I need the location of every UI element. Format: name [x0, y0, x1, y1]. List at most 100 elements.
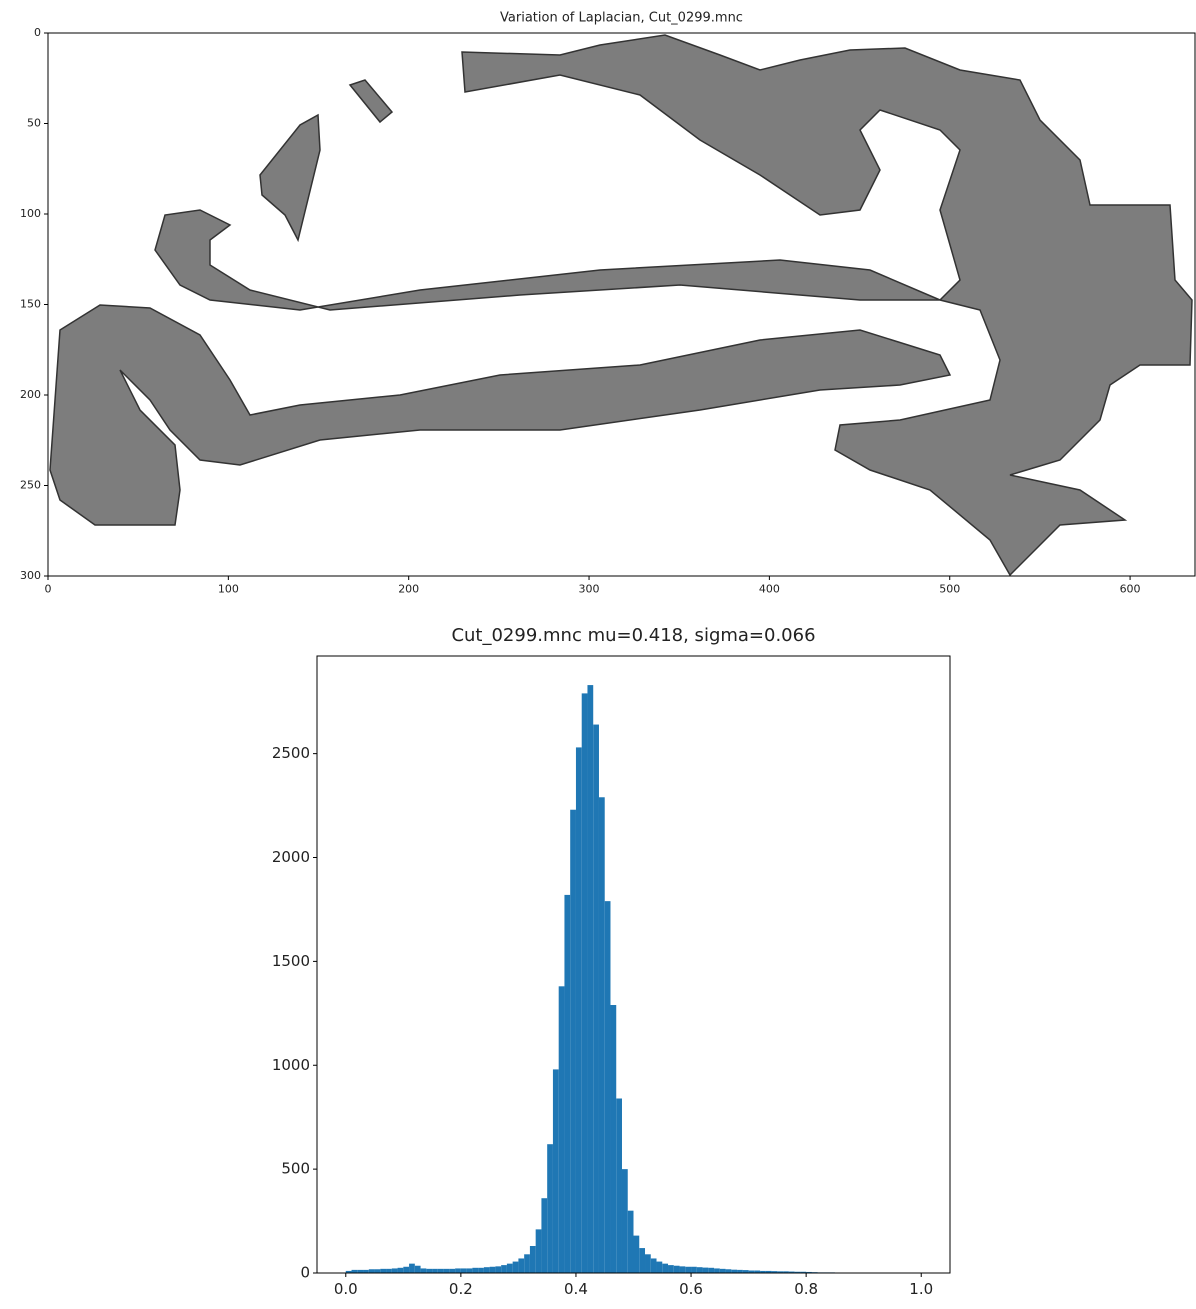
- x-tick-label: 400: [759, 583, 780, 596]
- bar: [679, 1266, 686, 1273]
- tissue-image: [49, 34, 1193, 577]
- bar: [645, 1254, 651, 1273]
- bar: [552, 1069, 559, 1273]
- bar: [627, 1210, 634, 1273]
- tissue-region: [259, 113, 321, 243]
- bar: [524, 1254, 530, 1273]
- bar: [714, 1268, 720, 1273]
- bar: [437, 1268, 444, 1273]
- bar: [443, 1268, 450, 1273]
- y-tick-label: 200: [20, 388, 41, 401]
- bar: [374, 1269, 381, 1273]
- bar: [685, 1266, 692, 1273]
- bar: [397, 1267, 404, 1273]
- y-tick-label: 2000: [272, 848, 310, 866]
- bar: [725, 1269, 732, 1273]
- bar: [380, 1268, 387, 1273]
- bar: [501, 1265, 507, 1273]
- bar: [547, 1144, 553, 1273]
- bar: [783, 1271, 789, 1273]
- bar: [616, 1098, 622, 1273]
- x-tick-label: 0.0: [334, 1280, 358, 1298]
- bar: [391, 1268, 398, 1273]
- x-tick-label: 100: [218, 583, 239, 596]
- x-tick-label: 0: [45, 583, 52, 596]
- bar: [483, 1267, 490, 1273]
- bar: [345, 1270, 352, 1273]
- bar: [696, 1267, 703, 1273]
- bar: [466, 1268, 473, 1273]
- bar: [771, 1271, 778, 1273]
- bar: [575, 747, 582, 1273]
- bar: [386, 1268, 392, 1273]
- bar: [639, 1248, 646, 1273]
- x-tick-label: 0.4: [564, 1280, 588, 1298]
- bar: [432, 1268, 438, 1273]
- bar: [570, 809, 576, 1273]
- bar: [541, 1198, 548, 1273]
- bar: [518, 1258, 525, 1273]
- bar: [794, 1271, 801, 1273]
- bar: [368, 1269, 375, 1273]
- y-tick-label: 1500: [272, 952, 310, 970]
- bar: [587, 685, 594, 1273]
- bar: [656, 1261, 663, 1273]
- bar: [529, 1245, 536, 1273]
- bar: [593, 724, 599, 1273]
- x-tick-label: 0.2: [449, 1280, 473, 1298]
- bar: [426, 1268, 433, 1273]
- y-tick-label: 500: [281, 1160, 310, 1178]
- y-tick-label: 1000: [272, 1056, 310, 1074]
- bar: [806, 1271, 812, 1273]
- bar: [633, 1235, 640, 1273]
- bar: [765, 1270, 772, 1273]
- bar: [748, 1270, 755, 1273]
- bar: [449, 1268, 456, 1273]
- bar: [754, 1270, 761, 1273]
- y-tick-label: 0: [300, 1264, 310, 1282]
- x-tick-label: 200: [398, 583, 419, 596]
- bar: [581, 693, 588, 1273]
- bar: [472, 1267, 479, 1273]
- bar: [420, 1268, 427, 1273]
- y-tick-label: 0: [34, 26, 41, 39]
- bar: [357, 1269, 364, 1273]
- y-tick-label: 2500: [272, 744, 310, 762]
- bar: [621, 1169, 628, 1273]
- x-tick-label: 0.8: [794, 1280, 818, 1298]
- bar: [737, 1269, 743, 1273]
- bar: [351, 1269, 358, 1273]
- bar: [777, 1271, 784, 1273]
- bar: [414, 1265, 421, 1273]
- bar: [604, 901, 611, 1273]
- y-tick-label: 50: [27, 117, 41, 130]
- y-tick-label: 150: [20, 298, 41, 311]
- bar: [495, 1266, 502, 1273]
- chart-title: Variation of Laplacian, Cut_0299.mnc: [500, 11, 743, 26]
- bar: [489, 1266, 496, 1273]
- bar: [662, 1263, 669, 1273]
- bar: [598, 797, 605, 1273]
- axes-frame: [316, 655, 951, 1274]
- bar: [742, 1270, 749, 1273]
- bar: [455, 1268, 461, 1273]
- bar: [535, 1229, 542, 1273]
- x-tick-label: 0.6: [679, 1280, 703, 1298]
- bar: [506, 1263, 513, 1273]
- bar: [558, 986, 565, 1273]
- bar: [363, 1269, 369, 1273]
- x-tick-label: 500: [939, 583, 960, 596]
- x-tick-label: 300: [579, 583, 600, 596]
- bar: [702, 1267, 709, 1273]
- bar: [731, 1269, 738, 1273]
- chart-title: Cut_0299.mnc mu=0.418, sigma=0.066: [451, 625, 815, 646]
- bar: [403, 1266, 410, 1273]
- bar: [564, 894, 571, 1273]
- bar: [668, 1265, 674, 1273]
- tissue-region: [154, 34, 1193, 577]
- bar: [673, 1265, 680, 1273]
- bar: [409, 1263, 415, 1273]
- bar: [512, 1261, 519, 1273]
- bar: [460, 1268, 467, 1273]
